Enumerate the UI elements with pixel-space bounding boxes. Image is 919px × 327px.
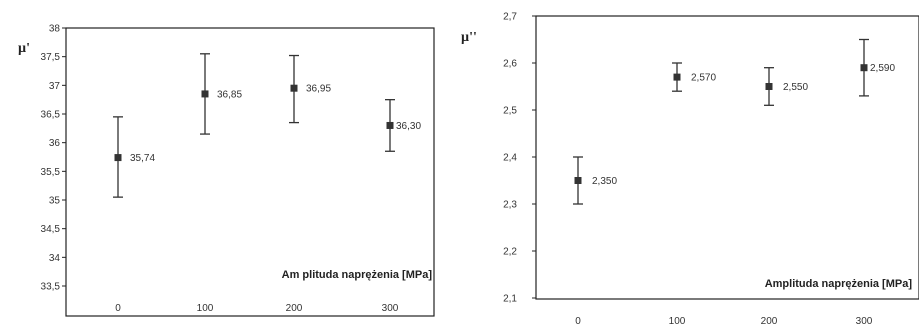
data-point-group: 2,570 — [672, 62, 716, 92]
y-tick-label: 2,2 — [503, 247, 517, 258]
y-tick-label: 38 — [49, 24, 61, 35]
y-tick-label: 34 — [49, 253, 61, 264]
x-tick-label: 0 — [115, 303, 121, 314]
data-label: 35,74 — [130, 153, 155, 164]
data-point-marker — [290, 84, 298, 92]
y-tick-label: 2,1 — [503, 294, 517, 305]
x-tick-label: 0 — [575, 316, 581, 327]
data-point-marker — [765, 83, 773, 90]
data-point-marker — [673, 73, 681, 81]
data-point-marker — [114, 154, 122, 162]
data-point-group: 36,85 — [200, 53, 242, 135]
y-tick-label: 2,3 — [503, 200, 517, 211]
data-point-marker — [201, 90, 209, 98]
x-tick-label: 200 — [286, 303, 303, 314]
y-tick-label: 2,4 — [503, 153, 517, 164]
x-tick-label: 300 — [856, 316, 873, 327]
x-tick-label: 100 — [197, 303, 214, 314]
y-tick-label: 36 — [49, 138, 61, 149]
data-point-marker — [574, 177, 582, 184]
y-axis-label: µ'' — [461, 30, 477, 45]
data-label: 36,85 — [217, 89, 242, 100]
x-axis-label: Amplituda naprężenia [MPa] — [765, 278, 913, 290]
y-tick-label: 35 — [49, 196, 61, 207]
data-point-group: 2,590 — [859, 38, 895, 97]
data-label: 2,550 — [783, 82, 808, 93]
x-tick-label: 100 — [669, 316, 686, 327]
data-label: 2,590 — [870, 63, 895, 74]
y-tick-label: 34,5 — [41, 224, 61, 235]
data-label: 36,95 — [306, 84, 331, 95]
data-point-marker — [860, 64, 868, 72]
data-point-marker — [386, 121, 394, 129]
y-tick-label: 36,5 — [41, 110, 61, 121]
x-tick-label: 300 — [382, 303, 399, 314]
data-label: 2,350 — [592, 176, 617, 187]
y-tick-label: 37,5 — [41, 52, 61, 63]
y-axis-label: µ' — [18, 41, 30, 56]
data-point-group: 35,74 — [113, 116, 155, 198]
data-label: 36,30 — [396, 121, 421, 132]
chart-panel-1: 33,5 34 34,5 35 35,5 36 36,5 37 37,5 38 0 100 200 300… — [18, 24, 435, 317]
plot-frame — [535, 15, 919, 300]
chart-panel-2: 2,1 2,2 2,3 2,4 2,5 2,6 2,7 0 100 200 300 µ'' Amplit… — [461, 12, 919, 327]
plot-frame — [65, 27, 435, 317]
data-point-group: 36,30 — [385, 99, 421, 152]
x-axis-label: Am plituda naprężenia [MPa] — [282, 269, 433, 281]
data-label: 2,570 — [691, 73, 716, 84]
data-point-group: 2,350 — [573, 156, 617, 205]
data-point-group: 36,95 — [289, 54, 331, 124]
data-point-group: 2,550 — [764, 67, 808, 106]
y-tick-label: 2,6 — [503, 59, 517, 70]
y-tick-label: 2,7 — [503, 12, 517, 23]
y-tick-label: 37 — [49, 81, 61, 92]
y-tick-label: 2,5 — [503, 106, 517, 117]
y-tick-label: 33,5 — [41, 282, 61, 293]
y-tick-label: 35,5 — [41, 167, 61, 178]
x-tick-label: 200 — [761, 316, 778, 327]
